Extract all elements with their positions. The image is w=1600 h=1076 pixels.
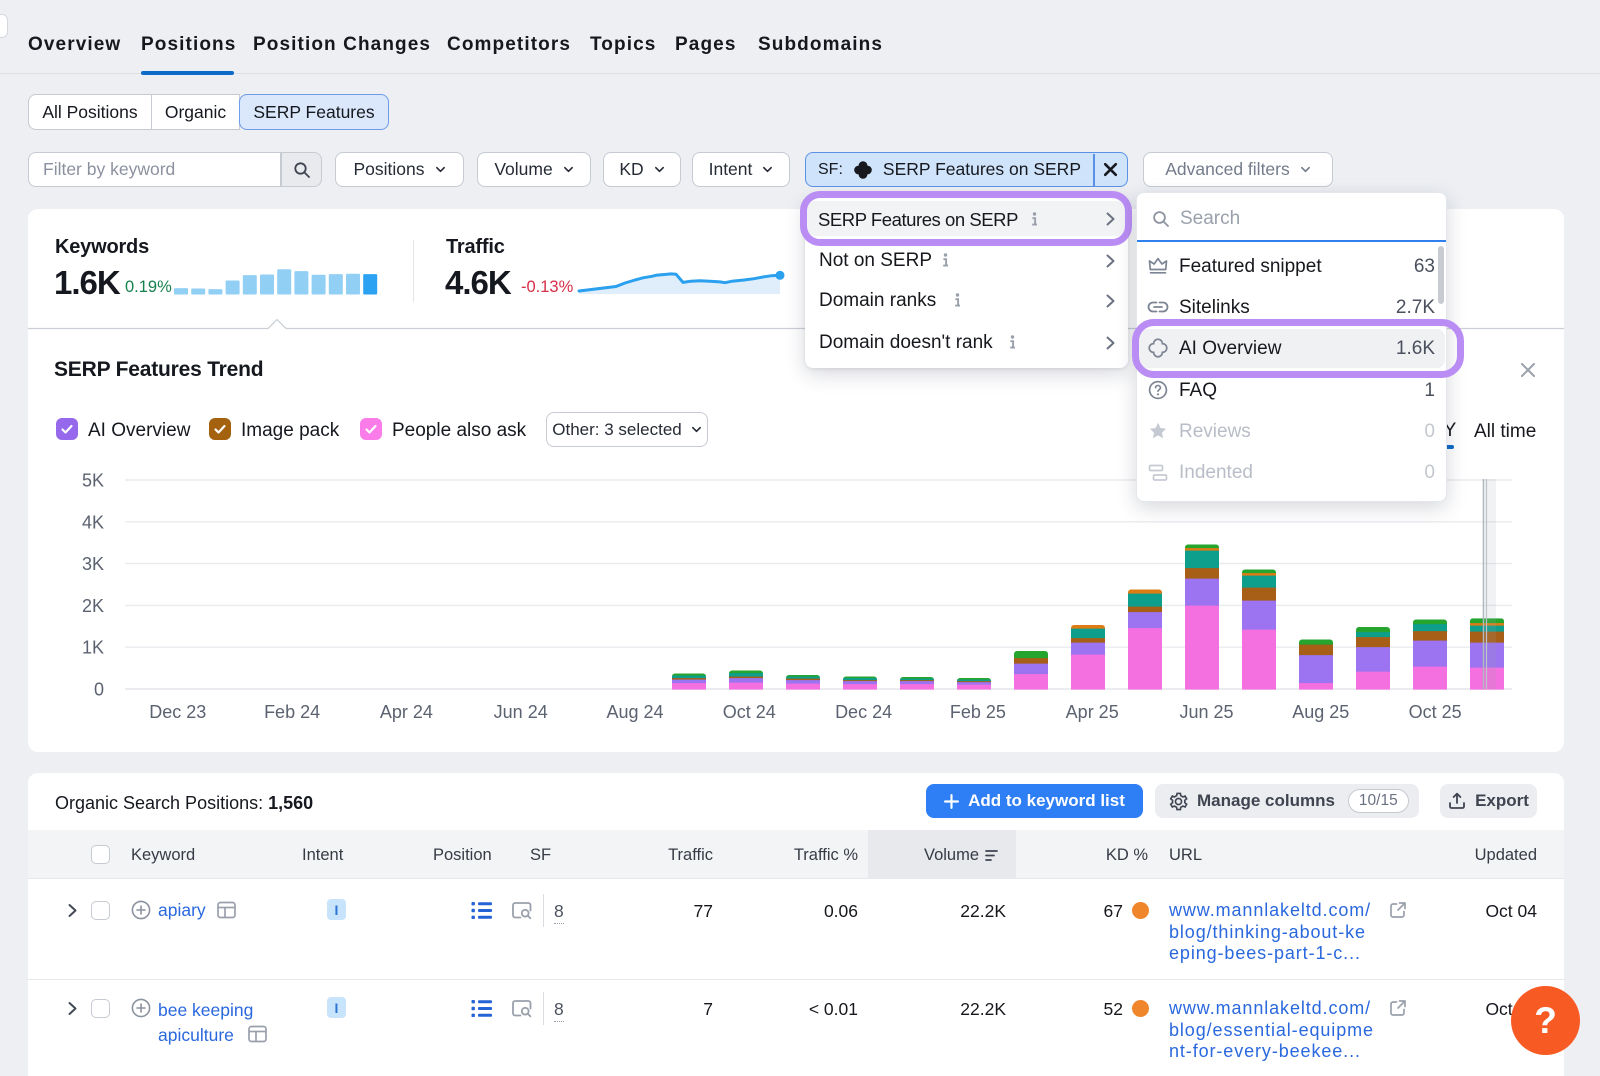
svg-text:5K: 5K	[82, 471, 104, 491]
svg-text:Oct 25: Oct 25	[1409, 702, 1462, 722]
svg-text:Apr 24: Apr 24	[380, 702, 433, 722]
svg-text:Jun 24: Jun 24	[494, 702, 548, 722]
svg-text:3K: 3K	[82, 554, 104, 574]
svg-text:Apr 25: Apr 25	[1066, 702, 1119, 722]
svg-text:0: 0	[94, 680, 104, 700]
svg-text:Jun 25: Jun 25	[1179, 702, 1233, 722]
svg-text:Oct 24: Oct 24	[723, 702, 776, 722]
svg-text:Aug 24: Aug 24	[606, 702, 663, 722]
svg-text:Dec 23: Dec 23	[149, 702, 206, 722]
svg-text:Aug 25: Aug 25	[1292, 702, 1349, 722]
svg-text:Dec 24: Dec 24	[835, 702, 892, 722]
svg-text:1K: 1K	[82, 638, 104, 658]
svg-text:4K: 4K	[82, 512, 104, 532]
svg-text:Feb 24: Feb 24	[264, 702, 320, 722]
svg-text:2K: 2K	[82, 596, 104, 616]
svg-text:Feb 25: Feb 25	[950, 702, 1006, 722]
